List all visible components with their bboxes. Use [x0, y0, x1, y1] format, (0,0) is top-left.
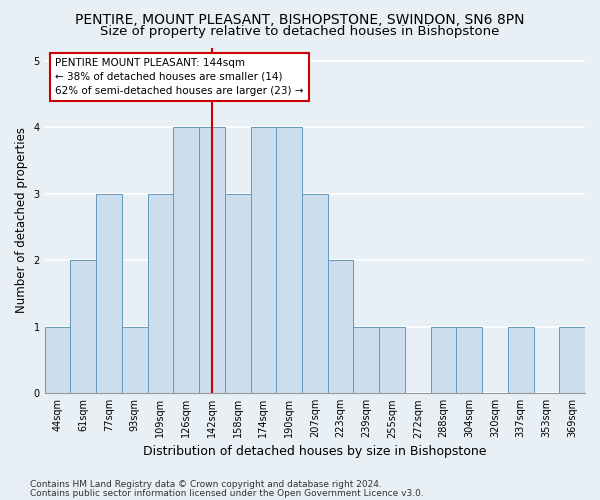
Bar — [379, 326, 405, 393]
X-axis label: Distribution of detached houses by size in Bishopstone: Distribution of detached houses by size … — [143, 444, 487, 458]
Bar — [302, 194, 328, 393]
Bar — [559, 326, 585, 393]
Bar — [70, 260, 96, 393]
Bar — [276, 128, 302, 393]
Bar — [225, 194, 251, 393]
Bar — [353, 326, 379, 393]
Bar — [457, 326, 482, 393]
Text: Contains public sector information licensed under the Open Government Licence v3: Contains public sector information licen… — [30, 488, 424, 498]
Bar — [96, 194, 122, 393]
Text: Size of property relative to detached houses in Bishopstone: Size of property relative to detached ho… — [100, 25, 500, 38]
Bar — [44, 326, 70, 393]
Bar — [508, 326, 533, 393]
Bar — [173, 128, 199, 393]
Text: PENTIRE, MOUNT PLEASANT, BISHOPSTONE, SWINDON, SN6 8PN: PENTIRE, MOUNT PLEASANT, BISHOPSTONE, SW… — [75, 12, 525, 26]
Bar — [251, 128, 276, 393]
Text: PENTIRE MOUNT PLEASANT: 144sqm
← 38% of detached houses are smaller (14)
62% of : PENTIRE MOUNT PLEASANT: 144sqm ← 38% of … — [55, 58, 304, 96]
Bar — [148, 194, 173, 393]
Y-axis label: Number of detached properties: Number of detached properties — [15, 128, 28, 314]
Bar — [431, 326, 457, 393]
Bar — [328, 260, 353, 393]
Text: Contains HM Land Registry data © Crown copyright and database right 2024.: Contains HM Land Registry data © Crown c… — [30, 480, 382, 489]
Bar — [122, 326, 148, 393]
Bar — [199, 128, 225, 393]
